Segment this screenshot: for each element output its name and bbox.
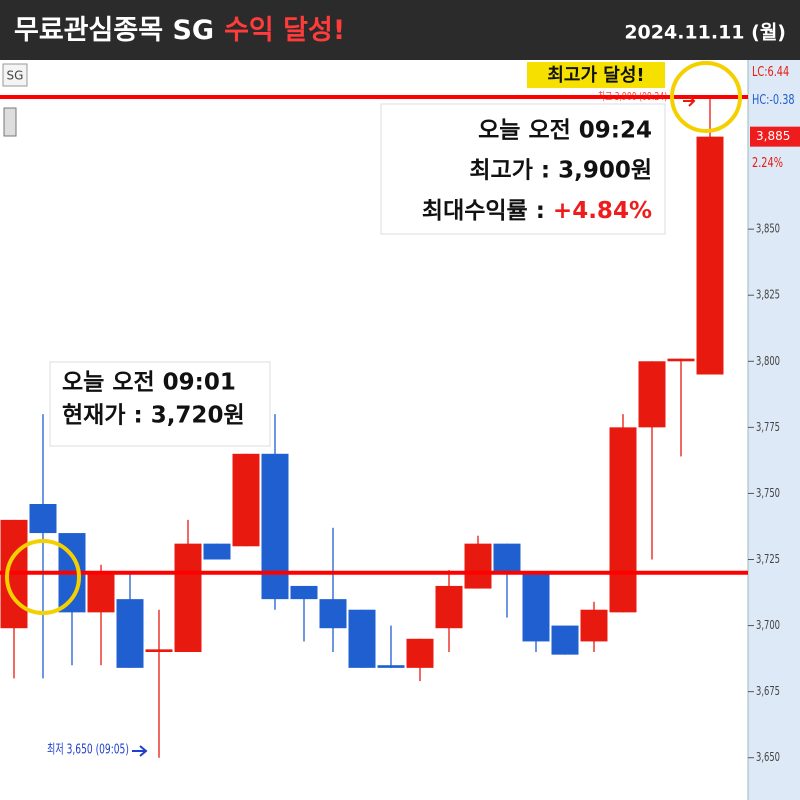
candle-body [174,543,202,652]
y-tick-label: 3,675 [756,685,780,699]
callout-box [49,361,271,447]
y-tick-label: 3,725 [756,553,780,567]
y-tick-label: 3,775 [756,420,780,434]
badge-box [527,62,665,88]
callout-line: 오늘 오전 09:01 [62,370,236,396]
price-marker-label: 3,885 [756,129,790,143]
highlight-circle [670,61,742,133]
title-highlight: 수익 달성! [224,15,345,46]
badge: 최고가 달성! [547,65,644,86]
callout-value: +4.84% [553,198,652,224]
callout-line: 오늘 오전 09:24 [478,118,652,144]
side-label: LC:6.44 [752,64,789,80]
candle-body [464,543,492,589]
high-note: 최고 3,900 (09:24) [598,91,667,104]
candle-body [203,543,231,560]
candle-body [116,599,144,668]
side-label: 2.24% [752,155,783,171]
candle-body [348,609,376,668]
symbol: SG [7,69,24,83]
highlight-circle [5,539,81,615]
callout-box [380,103,666,235]
callout-line: 최고가 : 3,900원 [469,158,652,184]
candle-body [580,609,608,642]
candle-body [522,572,550,642]
header [0,0,800,60]
title: 무료관심종목 SG [14,15,214,46]
y-tick-label: 3,650 [756,751,780,765]
price-marker [750,126,800,147]
candle-body [696,136,724,375]
header-title: 무료관심종목 SG 수익 달성! [14,15,345,46]
candle-body [290,585,318,600]
low-arrow [132,745,148,757]
candle-body [609,427,637,613]
price-axis-panel [748,60,800,800]
candle-body [232,453,260,547]
date: 2024.11.11 (월) [624,22,786,44]
y-tick-label: 3,800 [756,354,780,368]
candle-body [667,358,695,362]
candle-body [145,649,173,652]
side-label: HC:-0.38 [752,92,795,108]
candle-body [377,665,405,668]
candle-body [638,361,666,428]
y-tick-label: 3,850 [756,222,780,236]
callout-line: 현재가 : 3,720원 [62,403,245,429]
y-tick-label: 3,825 [756,288,780,302]
callout-line: 최대수익률 : +4.84% [422,198,652,224]
candle-body [319,599,347,629]
symbol-box [2,63,28,87]
y-tick-label: 3,700 [756,619,780,633]
candle-body [435,585,463,629]
candle-body [87,572,115,613]
candle-body [551,625,579,655]
candle-body [406,638,434,668]
tool-icon [3,107,17,137]
callout-label: 최대수익률 : [422,198,553,224]
y-tick-label: 3,750 [756,486,780,500]
candle-body [261,453,289,600]
high-arrow [683,95,696,107]
candle-body [29,504,57,534]
low-note: 최저 3,650 (09:05) [47,742,129,757]
candle-body [493,543,521,573]
